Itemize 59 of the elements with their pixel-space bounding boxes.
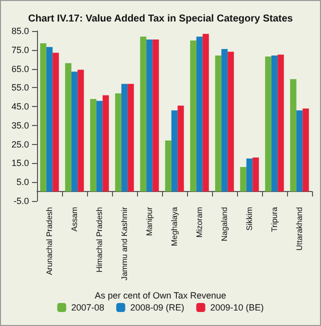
x-tick-label: Jammu and Kashmir xyxy=(120,206,129,280)
x-tick-label: Uttarakhand xyxy=(295,207,304,251)
bar xyxy=(290,79,296,192)
bar xyxy=(190,40,196,192)
y-tick-label: 45.0 xyxy=(11,102,29,112)
bar xyxy=(165,140,172,192)
bar xyxy=(40,43,46,192)
bar xyxy=(171,110,178,192)
y-tick-label: 65.0 xyxy=(11,64,29,74)
bar xyxy=(128,84,134,192)
chart-title: Chart IV.17: Value Added Tax in Special Category States xyxy=(28,14,294,24)
bar xyxy=(115,93,122,192)
x-tick-label: Assam xyxy=(70,206,79,232)
bar xyxy=(302,108,309,192)
bar xyxy=(96,100,103,192)
bar xyxy=(102,95,109,192)
x-tick-label: Tripura xyxy=(270,206,279,232)
y-tick-label: 5.0 xyxy=(16,177,29,188)
y-tick-label: 55.0 xyxy=(11,82,29,93)
bar xyxy=(265,56,272,192)
bar xyxy=(202,34,209,192)
bar xyxy=(140,36,146,192)
x-tick-label: Mizoram xyxy=(195,206,204,238)
x-tick-label: Manipur xyxy=(145,206,154,236)
bar xyxy=(196,36,203,192)
bar xyxy=(240,167,246,192)
y-tick-label: 25.0 xyxy=(11,139,29,150)
bar xyxy=(178,106,184,192)
bar xyxy=(52,52,59,192)
bar xyxy=(228,52,234,192)
bar xyxy=(121,84,128,192)
bar xyxy=(152,40,159,192)
bar xyxy=(71,72,78,192)
legend-label: 2007-08 xyxy=(71,302,104,312)
y-tick-label: 85.0 xyxy=(11,26,29,36)
x-tick-label: Nagaland xyxy=(220,207,229,242)
bar xyxy=(271,56,278,192)
y-tick-label: 75.0 xyxy=(11,44,29,55)
x-tick-label: Himachal Pradesh xyxy=(95,207,104,272)
y-tick-label: 15.0 xyxy=(11,158,29,168)
y-tick-label: 35.0 xyxy=(11,120,29,130)
x-tick-label: Meghalaya xyxy=(170,206,179,246)
bar xyxy=(278,54,284,192)
bar xyxy=(65,63,72,192)
legend-label: 2009-10 (BE) xyxy=(210,302,264,312)
x-tick-label: Sikkim xyxy=(245,206,254,231)
bar xyxy=(215,56,222,192)
legend-label: 2008-09 (RE) xyxy=(130,302,184,312)
bar xyxy=(246,158,253,192)
bar xyxy=(90,99,96,192)
bar xyxy=(46,47,53,192)
y-tick-label: -5.0 xyxy=(13,196,29,206)
bar xyxy=(78,70,84,192)
x-axis-title: As per cent of Own Tax Revenue xyxy=(94,290,226,300)
bar xyxy=(252,158,259,192)
bar xyxy=(146,40,153,192)
bar xyxy=(296,110,303,192)
bar xyxy=(221,48,228,192)
x-tick-label: Arunachal Pradesh xyxy=(45,207,54,276)
